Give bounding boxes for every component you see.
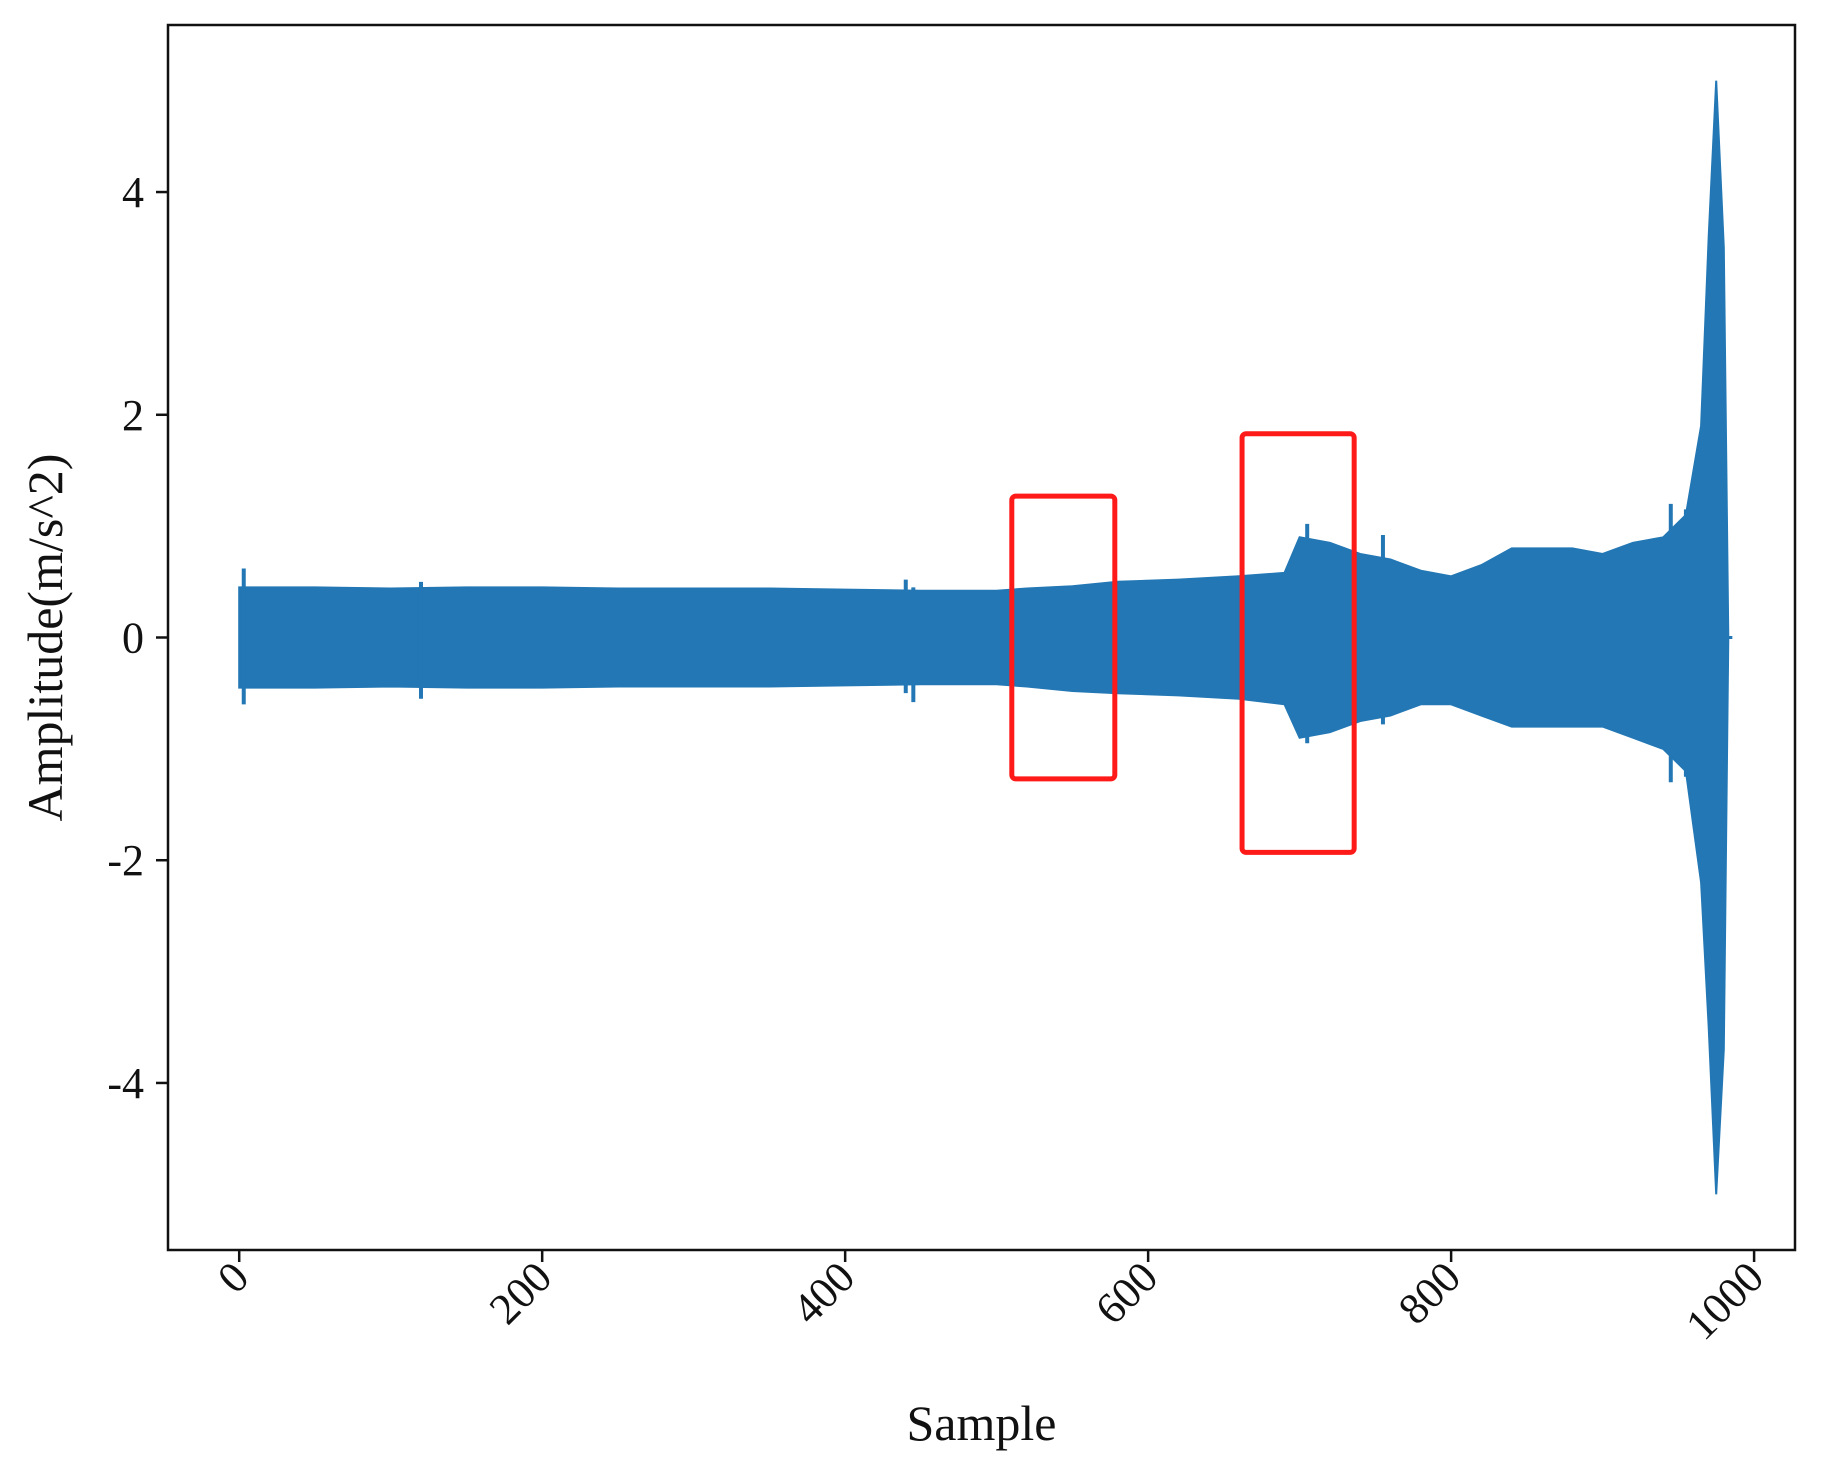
x-tick-label: 800: [1389, 1252, 1470, 1333]
y-tick-label: -4: [107, 1059, 144, 1108]
y-tick-label: -2: [107, 836, 144, 885]
y-tick-label: 2: [122, 391, 144, 440]
x-tick-label: 400: [783, 1252, 864, 1333]
signal-series-0: [238, 80, 1730, 1195]
y-tick-label: 0: [122, 614, 144, 663]
x-axis: 0 200 400 600 800 1000: [208, 1250, 1773, 1349]
y-axis: 4 2 0 -2 -4: [107, 168, 168, 1108]
x-tick-label: 600: [1086, 1252, 1167, 1333]
y-tick-label: 4: [122, 168, 144, 217]
x-axis-label: Sample: [907, 1395, 1057, 1451]
x-tick-label: 200: [480, 1252, 561, 1333]
plot-area: [238, 80, 1733, 1195]
highlight-box-1: [1009, 493, 1118, 782]
x-tick-label: 0: [208, 1252, 258, 1302]
x-tick-label: 1000: [1676, 1252, 1773, 1349]
y-axis-label: Amplitude(m/s^2): [17, 454, 73, 822]
highlight-box-2: [1239, 431, 1357, 855]
